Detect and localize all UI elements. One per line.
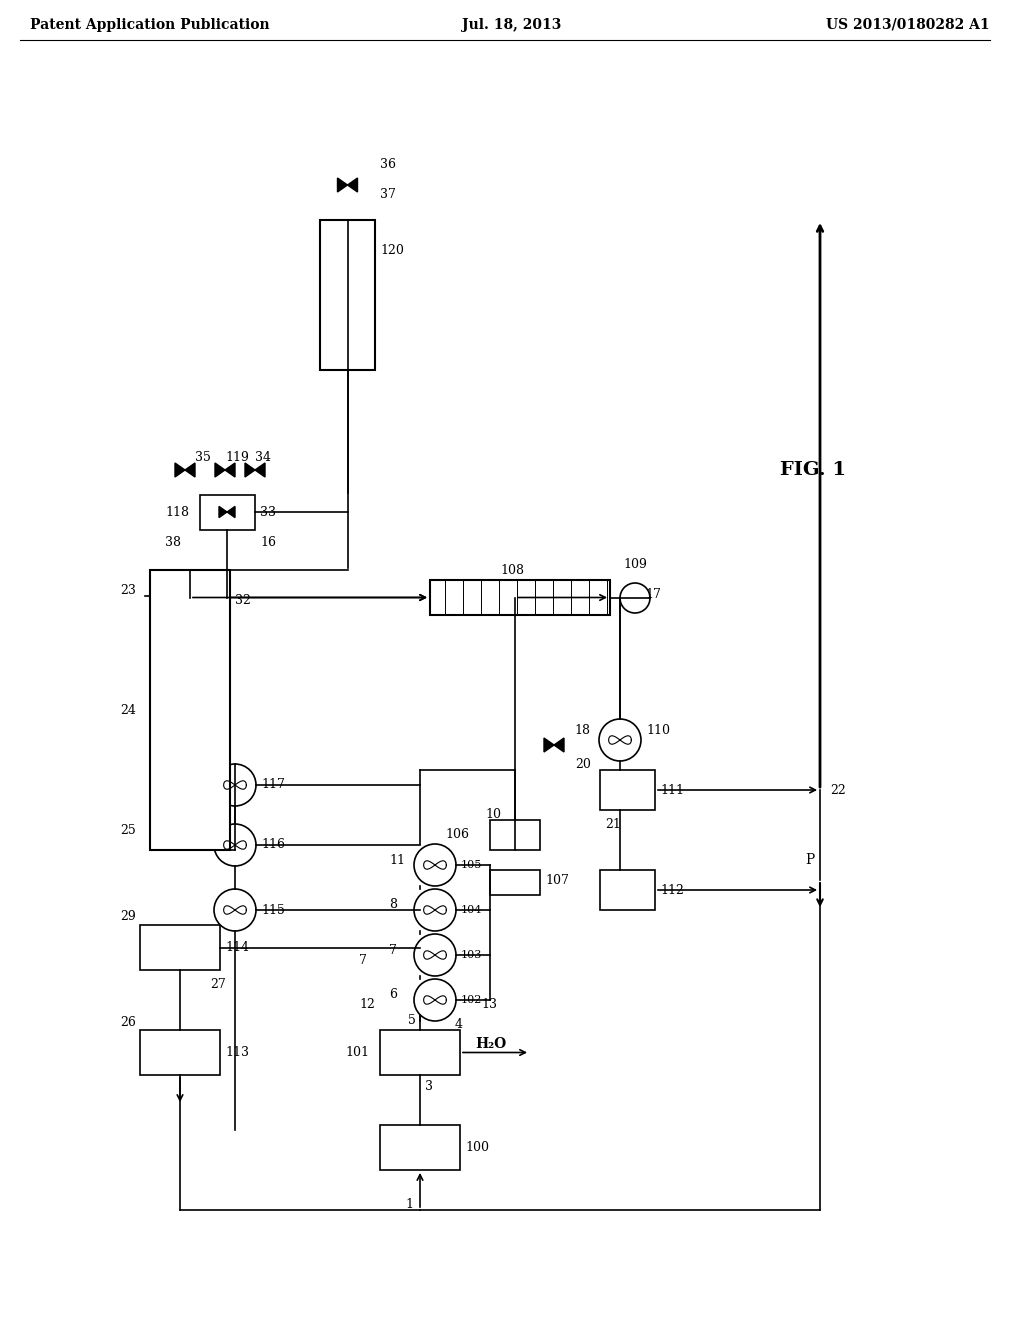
Text: 13: 13: [481, 998, 497, 1011]
Bar: [140, 1030, 220, 1074]
Bar: [430, 579, 610, 615]
Circle shape: [214, 764, 256, 807]
Text: 6: 6: [389, 989, 397, 1002]
Text: 36: 36: [380, 158, 396, 172]
Text: 20: 20: [575, 759, 591, 771]
Polygon shape: [227, 507, 234, 517]
Text: 8: 8: [389, 899, 397, 912]
Text: 27: 27: [210, 978, 225, 991]
Polygon shape: [255, 463, 265, 477]
Polygon shape: [175, 463, 185, 477]
Text: 24: 24: [120, 704, 136, 717]
Text: 118: 118: [165, 506, 189, 519]
Text: 38: 38: [165, 536, 181, 549]
Circle shape: [414, 888, 456, 931]
Text: 115: 115: [261, 903, 285, 916]
Text: 116: 116: [261, 838, 285, 851]
Bar: [150, 570, 230, 850]
Circle shape: [414, 935, 456, 975]
Circle shape: [414, 979, 456, 1020]
Polygon shape: [245, 463, 255, 477]
Bar: [380, 1030, 460, 1074]
Polygon shape: [219, 507, 227, 517]
Text: 109: 109: [623, 558, 647, 572]
Polygon shape: [347, 178, 357, 191]
Text: 32: 32: [234, 594, 251, 606]
Text: 12: 12: [359, 998, 375, 1011]
Circle shape: [414, 843, 456, 886]
Text: 25: 25: [120, 824, 136, 837]
Text: 7: 7: [389, 944, 397, 957]
Text: FIG. 1: FIG. 1: [780, 461, 846, 479]
Bar: [319, 220, 375, 370]
Circle shape: [214, 824, 256, 866]
Text: 21: 21: [605, 818, 621, 832]
Circle shape: [620, 583, 650, 612]
Text: Jul. 18, 2013: Jul. 18, 2013: [462, 18, 562, 32]
Text: Patent Application Publication: Patent Application Publication: [30, 18, 269, 32]
Text: 113: 113: [225, 1045, 249, 1059]
Text: 105: 105: [461, 861, 482, 870]
Polygon shape: [338, 178, 347, 191]
Text: 100: 100: [465, 1140, 489, 1154]
Text: H₂O: H₂O: [475, 1038, 506, 1052]
Text: 104: 104: [461, 906, 482, 915]
Bar: [200, 495, 255, 531]
Text: 119: 119: [225, 451, 249, 465]
Text: 111: 111: [660, 784, 684, 796]
Bar: [140, 925, 220, 970]
Text: 33: 33: [260, 506, 276, 519]
Text: 37: 37: [380, 189, 396, 202]
Bar: [600, 870, 655, 909]
Text: 16: 16: [260, 536, 276, 549]
Text: 120: 120: [380, 243, 403, 256]
Text: 117: 117: [261, 779, 285, 792]
Text: 3: 3: [425, 1081, 433, 1093]
Polygon shape: [185, 463, 195, 477]
Text: 11: 11: [389, 854, 406, 866]
Text: 107: 107: [545, 874, 569, 887]
Text: 35: 35: [195, 451, 211, 465]
Text: 22: 22: [830, 784, 846, 796]
Polygon shape: [554, 738, 564, 752]
Bar: [600, 770, 655, 810]
Circle shape: [599, 719, 641, 762]
Text: 4: 4: [455, 1019, 463, 1031]
Text: 1: 1: [406, 1199, 413, 1212]
Text: 23: 23: [120, 583, 136, 597]
Text: 101: 101: [345, 1045, 369, 1059]
Polygon shape: [544, 738, 554, 752]
Text: 106: 106: [445, 829, 469, 842]
Text: 18: 18: [574, 723, 590, 737]
Text: 7: 7: [359, 953, 367, 966]
Bar: [490, 870, 540, 895]
Text: 5: 5: [408, 1014, 416, 1027]
Text: 34: 34: [255, 451, 271, 465]
Text: 112: 112: [660, 883, 684, 896]
Text: 108: 108: [500, 564, 524, 577]
Text: 17: 17: [645, 589, 660, 602]
Polygon shape: [225, 463, 234, 477]
Text: 26: 26: [120, 1015, 136, 1028]
Text: 110: 110: [646, 723, 670, 737]
Bar: [490, 820, 540, 850]
Text: 10: 10: [485, 808, 501, 821]
Text: P: P: [805, 853, 814, 867]
Text: 103: 103: [461, 950, 482, 960]
Text: 114: 114: [225, 941, 249, 954]
Polygon shape: [215, 463, 225, 477]
Circle shape: [214, 888, 256, 931]
Text: 29: 29: [120, 911, 136, 924]
Text: 102: 102: [461, 995, 482, 1005]
Bar: [380, 1125, 460, 1170]
Text: US 2013/0180282 A1: US 2013/0180282 A1: [826, 18, 990, 32]
